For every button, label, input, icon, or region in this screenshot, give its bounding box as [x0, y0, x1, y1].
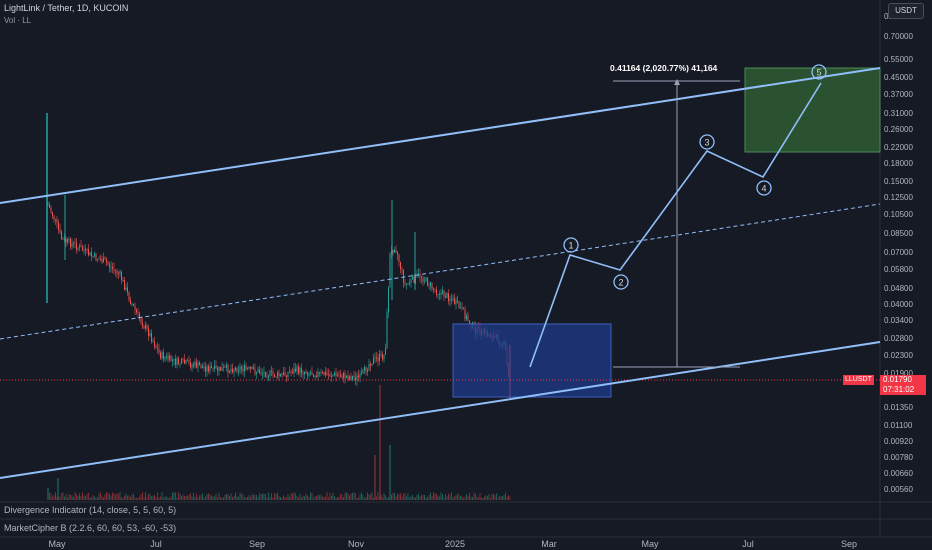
last-price-tag: 0.01790 07:31:02	[880, 375, 926, 395]
price-tick-label: 0.02800	[884, 334, 913, 343]
svg-text:4: 4	[761, 184, 766, 194]
price-tick-label: 0.00560	[884, 485, 913, 494]
wave-label-1[interactable]: 1	[563, 237, 579, 253]
wave-label-3[interactable]: 3	[699, 134, 715, 150]
price-tick-label: 0.10500	[884, 210, 913, 219]
svg-text:2: 2	[618, 278, 623, 288]
svg-text:3: 3	[704, 138, 709, 148]
time-tick-label: Jul	[150, 539, 162, 549]
marketcipher-indicator-label[interactable]: MarketCipher B (2.2.6, 60, 60, 53, -60, …	[4, 523, 177, 533]
price-tick-label: 0.37000	[884, 90, 913, 99]
price-tick-label: 0.22000	[884, 143, 913, 152]
price-tick-label: 0.26000	[884, 125, 913, 134]
volume-bars	[47, 385, 511, 500]
measure-label: 0.41164 (2,020.77%) 41,164	[610, 63, 718, 73]
last-price-value: 0.01790	[883, 375, 912, 384]
wave-label-2[interactable]: 2	[613, 274, 629, 290]
time-tick-label: Jul	[742, 539, 754, 549]
price-tick-label: 0.04000	[884, 300, 913, 309]
currency-button[interactable]: USDT	[888, 3, 924, 19]
channel-lower-line[interactable]	[0, 341, 881, 479]
elliott-wave-path[interactable]	[529, 82, 822, 368]
price-tick-label: 0.31000	[884, 109, 913, 118]
svg-text:5: 5	[816, 68, 821, 78]
price-axis[interactable]: 0.850000.700000.550000.450000.370000.310…	[884, 12, 913, 494]
price-tick-label: 0.01900	[884, 369, 913, 378]
price-tick-label: 0.12500	[884, 193, 913, 202]
bar-countdown: 07:31:02	[883, 385, 915, 394]
price-tick-label: 0.03400	[884, 316, 913, 325]
price-tick-label: 0.45000	[884, 73, 913, 82]
price-tick-label: 0.08500	[884, 229, 913, 238]
price-tick-label: 0.05800	[884, 265, 913, 274]
candles	[46, 113, 511, 398]
symbol-title[interactable]: LightLink / Tether, 1D, KUCOIN	[4, 3, 129, 13]
target-zone-box[interactable]	[744, 67, 881, 153]
volume-legend[interactable]: Vol · LL	[4, 16, 32, 25]
time-tick-label: May	[48, 539, 66, 549]
divergence-indicator-label[interactable]: Divergence Indicator (14, close, 5, 5, 6…	[4, 505, 177, 515]
time-tick-label: Mar	[541, 539, 557, 549]
time-tick-label: Sep	[249, 539, 265, 549]
price-tick-label: 0.01100	[884, 421, 913, 430]
wave-label-4[interactable]: 4	[756, 180, 772, 196]
time-axis[interactable]: May Jul Sep Nov 2025 Mar May Jul Sep	[48, 539, 857, 549]
wave-label-5[interactable]: 5	[811, 64, 827, 80]
price-tick-label: 0.00660	[884, 469, 913, 478]
time-tick-label: May	[641, 539, 659, 549]
price-tick-label: 0.00920	[884, 437, 913, 446]
time-tick-label: Sep	[841, 539, 857, 549]
channel-mid-line[interactable]	[0, 203, 881, 340]
symbol-header: LightLink / Tether, 1D, KUCOIN Vol · LL	[4, 3, 128, 25]
price-tick-label: 0.15000	[884, 177, 913, 186]
price-tick-label: 0.01350	[884, 403, 913, 412]
time-tick-label: 2025	[445, 539, 465, 549]
price-tick-label: 0.04800	[884, 284, 913, 293]
price-tick-label: 0.00780	[884, 453, 913, 462]
symbol-price-tag: LLUSDT	[843, 375, 874, 385]
svg-text:1: 1	[568, 241, 573, 251]
price-tick-label: 0.18000	[884, 159, 913, 168]
price-tick-label: 0.07000	[884, 248, 913, 257]
measure-arrow-icon	[674, 79, 680, 85]
channel-upper-line[interactable]	[0, 67, 881, 204]
time-tick-label: Nov	[348, 539, 365, 549]
price-tick-label: 0.55000	[884, 55, 913, 64]
price-tick-label: 0.70000	[884, 32, 913, 41]
price-tick-label: 0.02300	[884, 351, 913, 360]
